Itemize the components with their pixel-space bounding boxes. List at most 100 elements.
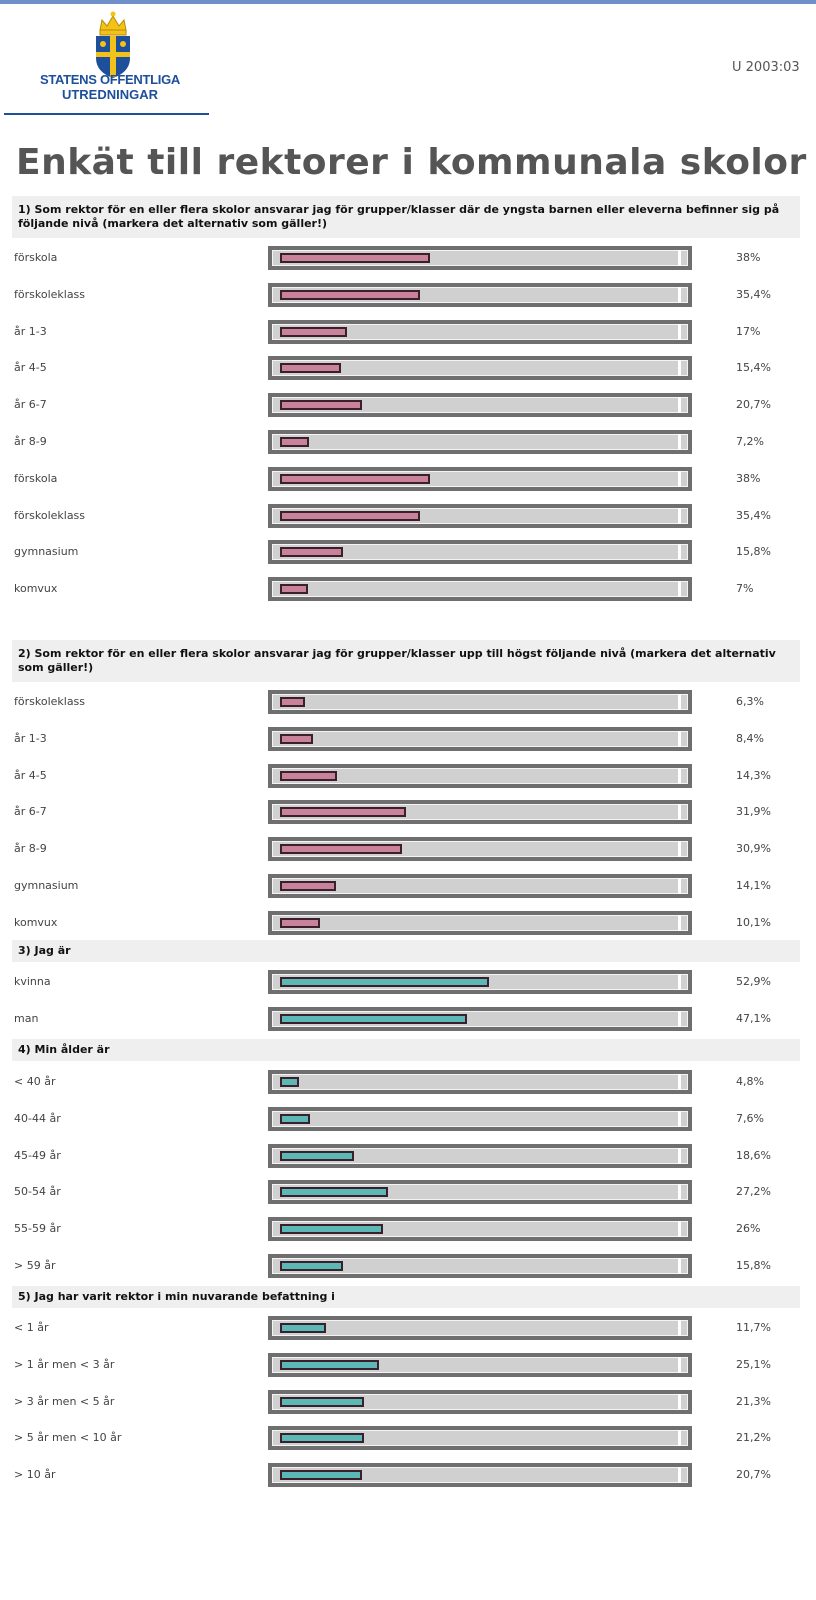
percent-label: 25,1%	[736, 1357, 771, 1371]
bar-end-marker	[678, 767, 681, 784]
bar-fill	[280, 510, 421, 521]
answer-row: år 8-9 7,2%	[0, 424, 816, 460]
bar-end-marker	[678, 1110, 681, 1127]
bar-end-marker	[678, 1147, 681, 1164]
answer-row: > 59 år 15,8%	[0, 1248, 816, 1284]
bar-track	[272, 1393, 688, 1410]
bar-fill	[280, 473, 431, 484]
answer-label: förskoleklass	[14, 287, 86, 301]
answer-row: år 4-5 15,4%	[0, 350, 816, 386]
bar-frame	[268, 393, 692, 418]
bar-track	[272, 360, 688, 377]
answer-label: > 59 år	[14, 1259, 56, 1272]
bar-frame	[268, 1180, 692, 1205]
answer-row: < 40 år 4,8%	[0, 1064, 816, 1100]
bar-track	[272, 581, 688, 598]
bar-fill	[280, 289, 421, 300]
bar-frame	[268, 246, 692, 270]
bar-end-marker	[678, 694, 681, 710]
answer-label: < 40 år	[14, 1075, 56, 1088]
answer-label: 50-54 år	[14, 1185, 61, 1199]
sou-logo	[8, 8, 218, 126]
answer-label: man	[14, 1011, 39, 1025]
bar-fill	[280, 1077, 299, 1087]
percent-label: 26%	[736, 1222, 761, 1236]
bar-end-marker	[678, 250, 681, 266]
answer-label: år 4-5	[14, 361, 47, 375]
answer-row: > 10 år 20,7%	[0, 1457, 816, 1493]
answer-label: förskola	[14, 471, 58, 485]
answer-row: år 6-7 20,7%	[0, 387, 816, 423]
question-heading: 5) Jag har varit rektor i min nuvarande …	[12, 1286, 800, 1308]
bar-track	[272, 1320, 688, 1336]
bar-fill	[280, 584, 308, 595]
bar-end-marker	[678, 581, 681, 598]
bar-end-marker	[678, 1356, 681, 1373]
bar-frame	[268, 1143, 692, 1168]
percent-label: 8,4%	[736, 731, 764, 745]
answer-row: komvux 10,1%	[0, 905, 816, 941]
bar-track	[272, 767, 688, 784]
bar-frame	[268, 1070, 692, 1094]
bar-fill	[280, 437, 309, 447]
percent-label: 11,7%	[736, 1321, 771, 1334]
bar-end-marker	[678, 730, 681, 747]
bar-fill	[280, 1433, 364, 1444]
bar-frame	[268, 540, 692, 565]
percent-label: 21,2%	[736, 1431, 771, 1445]
answer-row: år 8-9 30,9%	[0, 831, 816, 867]
bar-end-marker	[678, 470, 681, 487]
answer-label: år 4-5	[14, 768, 47, 782]
bar-fill	[280, 807, 407, 818]
percent-label: 35,4%	[736, 508, 771, 522]
percent-label: 38%	[736, 251, 761, 264]
percent-label: 17%	[736, 324, 761, 338]
bar-frame	[268, 874, 692, 898]
bar-track	[272, 1147, 688, 1164]
percent-label: 4,8%	[736, 1075, 764, 1088]
bar-track	[272, 914, 688, 931]
percent-label: 10,1%	[736, 915, 771, 929]
bar-end-marker	[678, 544, 681, 561]
percent-label: 31,9%	[736, 805, 771, 819]
page-title: Enkät till rektorer i kommunala skolor	[16, 142, 807, 183]
document-number: U 2003:03	[732, 60, 800, 75]
bar-end-marker	[678, 1010, 681, 1027]
bar-fill	[280, 844, 403, 855]
answer-label: år 8-9	[14, 842, 47, 856]
answer-row: 55-59 år 26%	[0, 1211, 816, 1247]
bar-fill	[280, 253, 431, 263]
bar-end-marker	[678, 360, 681, 377]
bar-frame	[268, 1006, 692, 1031]
bar-track	[272, 544, 688, 561]
bar-fill	[280, 1113, 311, 1124]
bar-fill	[280, 977, 490, 987]
bar-track	[272, 1110, 688, 1127]
answer-label: förskoleklass	[14, 695, 86, 708]
bar-frame	[268, 282, 692, 307]
answer-label: gymnasium	[14, 879, 79, 892]
percent-label: 14,3%	[736, 768, 771, 782]
percent-label: 52,9%	[736, 975, 771, 988]
answer-label: > 10 år	[14, 1468, 56, 1482]
bar-frame	[268, 577, 692, 602]
top-border	[0, 0, 816, 4]
percent-label: 7,6%	[736, 1111, 764, 1125]
answer-row: förskoleklass 35,4%	[0, 498, 816, 534]
percent-label: 38%	[736, 471, 761, 485]
answer-label: 45-49 år	[14, 1148, 61, 1162]
bar-frame	[268, 1463, 692, 1488]
logo-underline	[4, 113, 209, 115]
percent-label: 15,4%	[736, 361, 771, 375]
bar-end-marker	[678, 804, 681, 821]
answer-label: år 6-7	[14, 398, 47, 412]
bar-frame	[268, 726, 692, 751]
bar-track	[272, 1430, 688, 1447]
answer-row: gymnasium 15,8%	[0, 534, 816, 570]
percent-label: 6,3%	[736, 695, 764, 708]
percent-label: 15,8%	[736, 545, 771, 559]
bar-frame	[268, 1217, 692, 1242]
bar-end-marker	[678, 1221, 681, 1238]
answer-row: förskoleklass 35,4%	[0, 277, 816, 313]
question-heading: 4) Min ålder är	[12, 1039, 800, 1061]
